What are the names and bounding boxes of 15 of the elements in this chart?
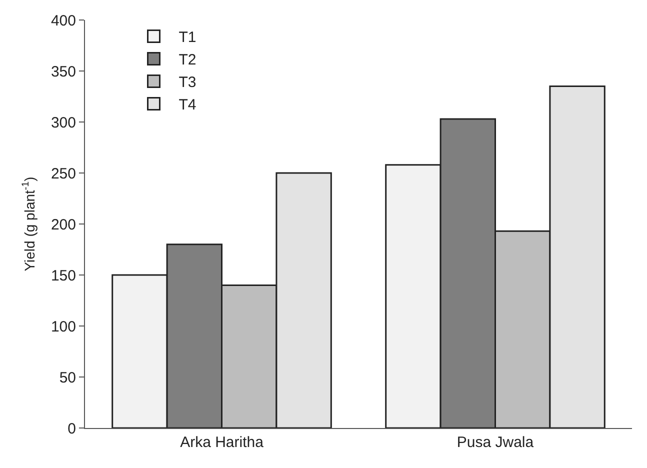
legend-label: T1 [178,29,196,46]
y-tick-label: 300 [50,114,76,132]
y-tick-label: 50 [59,369,76,386]
y-tick-label: 350 [50,63,76,80]
legend-label: T3 [178,74,196,92]
y-tick-label: 400 [50,12,76,30]
legend-label: T2 [178,52,196,69]
legend-label: T4 [178,96,196,114]
x-tick-label: Pusa Jwala [456,434,534,451]
y-tick-label: 0 [68,420,76,438]
x-tick-label: Arka Haritha [180,434,264,451]
y-tick-label: 250 [50,165,76,182]
y-tick-label: 150 [50,267,76,284]
y-tick-label: 200 [50,216,76,234]
y-tick-label: 100 [50,318,76,336]
